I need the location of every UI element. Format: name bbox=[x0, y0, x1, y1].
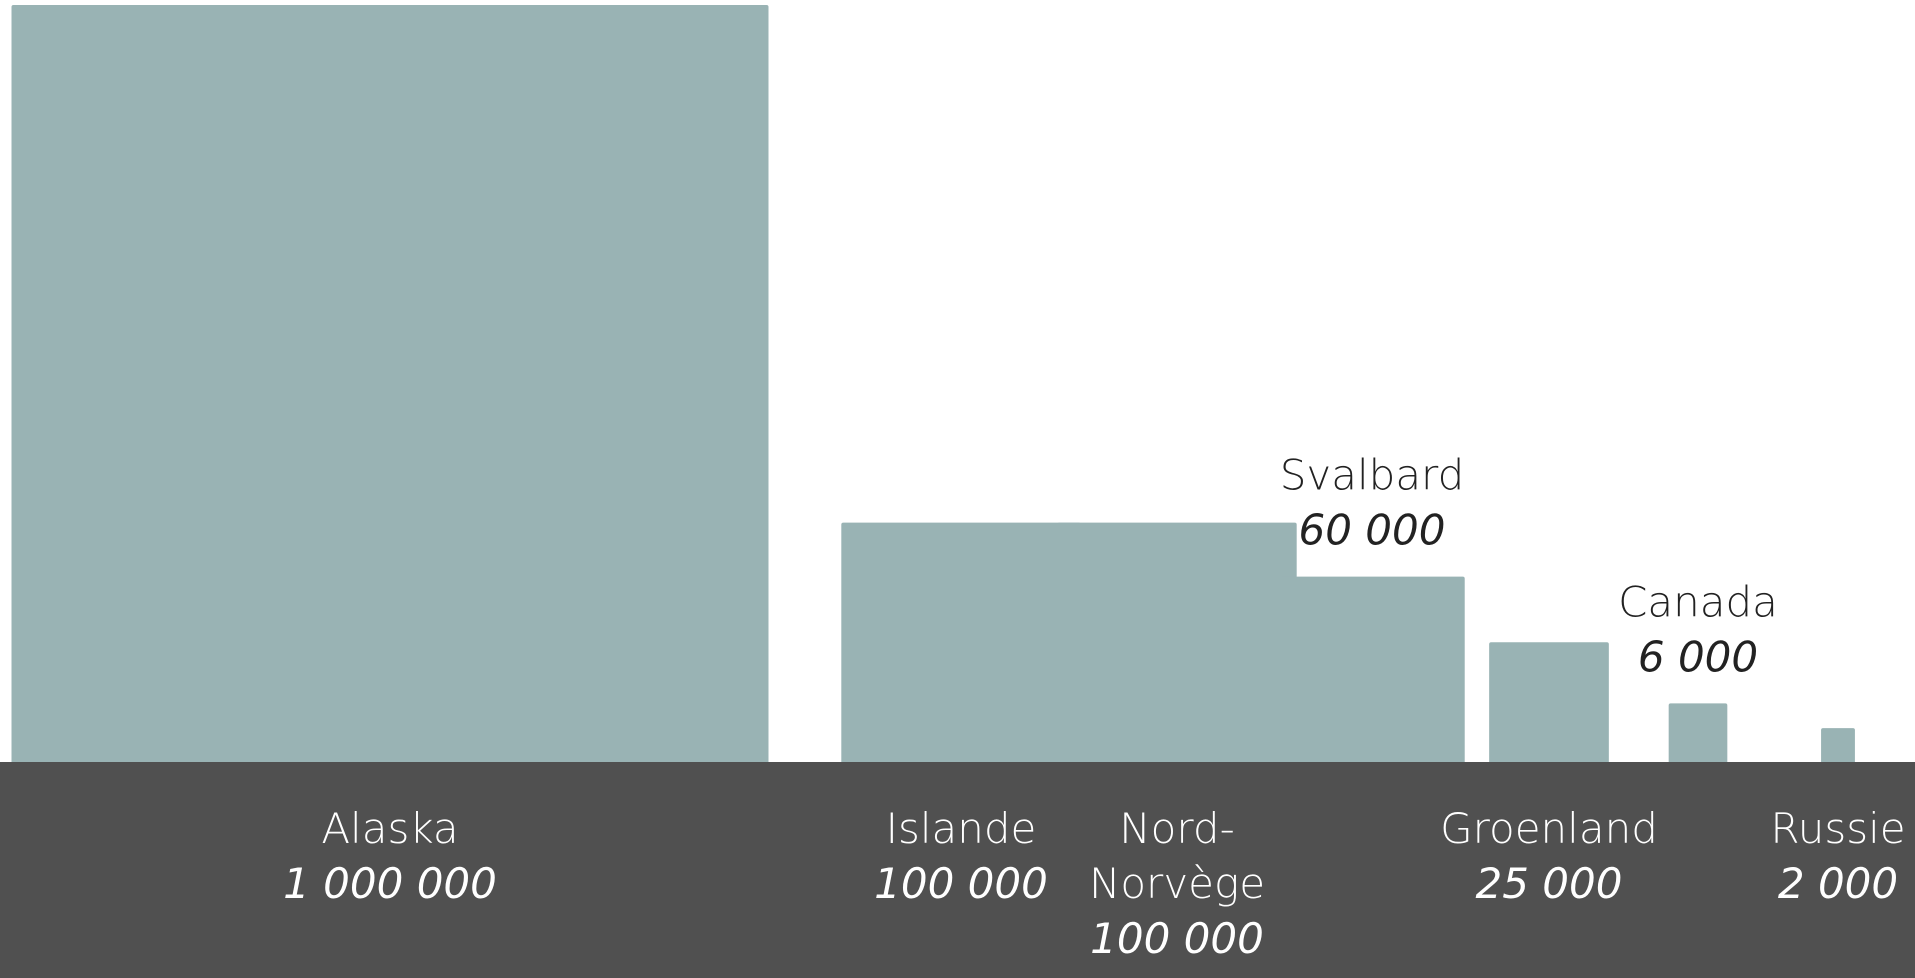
bar-nord-norv-ge bbox=[1057, 522, 1297, 764]
value-label-groenland: 25 000 bbox=[1476, 859, 1623, 908]
value-label-canada: 6 000 bbox=[1638, 632, 1758, 681]
labels-group: Alaska 1 000 000 Islande 100 000 Nord- Norvèg… bbox=[283, 451, 1905, 963]
value-label-svalbard: 60 000 bbox=[1299, 506, 1446, 555]
category-label-canada: Canada bbox=[1618, 577, 1778, 626]
bars-group bbox=[11, 5, 1855, 764]
category-label-islande: Islande bbox=[886, 804, 1037, 853]
bar-russie bbox=[1821, 728, 1855, 764]
bar-islande bbox=[841, 522, 1081, 764]
bar-canada bbox=[1668, 703, 1728, 764]
category-label-russie: Russie bbox=[1770, 804, 1905, 853]
bar-groenland bbox=[1489, 642, 1609, 764]
category-label-nord-norv-ge: Nord- bbox=[1119, 804, 1234, 853]
bar-svalbard bbox=[1279, 576, 1465, 764]
category-label-alaska: Alaska bbox=[321, 804, 458, 853]
value-label-russie: 2 000 bbox=[1778, 859, 1898, 908]
category-label-nord-norv-ge: Norvège bbox=[1089, 859, 1265, 908]
category-label-svalbard: Svalbard bbox=[1280, 451, 1465, 500]
category-label-groenland: Groenland bbox=[1440, 804, 1658, 853]
value-label-alaska: 1 000 000 bbox=[283, 859, 497, 908]
baseline-band bbox=[0, 762, 1915, 978]
value-label-islande: 100 000 bbox=[874, 859, 1048, 908]
value-label-nord-norv-ge: 100 000 bbox=[1090, 914, 1264, 963]
bar-alaska bbox=[11, 5, 769, 764]
